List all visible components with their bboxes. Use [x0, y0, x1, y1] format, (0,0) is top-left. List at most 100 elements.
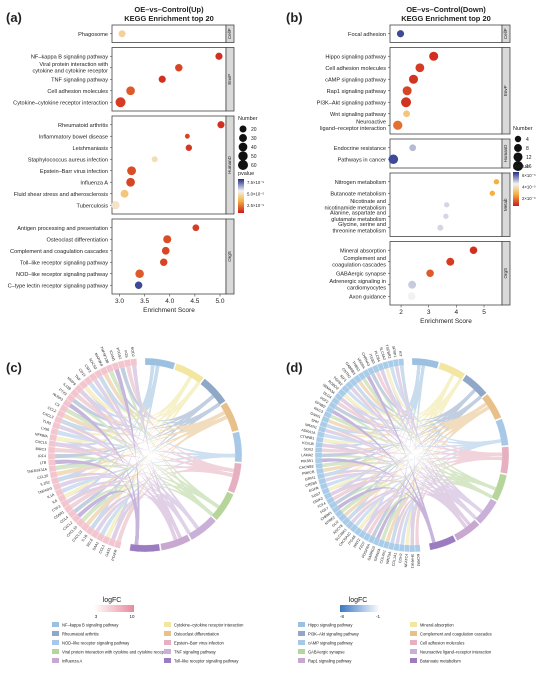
gene-label: GRIN2A — [373, 547, 381, 562]
gene-label: FOS — [123, 350, 128, 359]
gene-label: MMP9 — [66, 376, 76, 386]
gene-label: CXCL3 — [42, 411, 54, 419]
enrichment-dot — [446, 257, 455, 266]
facet-panel — [389, 138, 503, 169]
x-tick-label: 2 — [399, 309, 403, 316]
term-label: Phagosome — [78, 32, 108, 38]
gene-label: IL6ST — [311, 491, 322, 499]
chord-ribbon — [350, 386, 478, 520]
chord-ribbon — [325, 472, 478, 520]
term-label: Fluid shear stress and atherosclerosis — [14, 192, 108, 198]
size-legend-label: 8 — [526, 146, 529, 152]
enrichment-dot — [163, 235, 172, 244]
enrichment-dot — [118, 30, 126, 38]
term-label: ligand–receptor interaction — [320, 126, 386, 132]
term-label: Epstein–Barr virus infection — [40, 169, 108, 175]
legend-label: Cytokine–cytokine receptor interaction — [174, 623, 244, 628]
color-legend-bar — [238, 179, 244, 213]
gene-label: GRIA1 — [305, 475, 316, 481]
enrichment-dot — [115, 97, 126, 108]
chord-legend: logFC 3 10 NF–kappa B signaling pathway Cyto… — [52, 597, 244, 664]
x-tick-label: 5 — [482, 309, 486, 316]
legend-label: NF–kappa B signaling pathway — [62, 623, 119, 628]
term-label: Staphylococcus aureus infection — [28, 157, 108, 163]
chord-legend: logFC -8 -1 Hippo signaling pathway Mineral … — [298, 597, 492, 664]
gene-label: NFKBIA — [35, 432, 49, 438]
chord-ribbon — [81, 483, 220, 522]
enrichment-dot — [175, 64, 183, 72]
gene-label: ADCY8 — [332, 524, 343, 535]
enrichment-dot — [158, 75, 166, 83]
size-legend-dot — [239, 125, 247, 133]
term-label: Influenza A — [80, 180, 108, 186]
gene-sector — [129, 358, 138, 367]
gene-label: NCAM1 — [416, 554, 421, 567]
legend-swatch — [410, 649, 417, 654]
gene-label: IL12B — [62, 382, 72, 392]
chord-ribbon — [354, 383, 471, 526]
pathway-sector — [411, 357, 440, 369]
term-label: C–type lectin receptor signaling pathway — [8, 283, 109, 289]
chord-ribbon — [85, 469, 234, 526]
term-label: Nitrogen metabolism — [335, 180, 387, 186]
chord-ribbon — [335, 477, 493, 505]
facet-panel — [111, 115, 227, 215]
x-tick-label: 4.0 — [165, 298, 174, 305]
chord-ribbon — [354, 365, 421, 416]
legend-label: Complement and coagulation cascades — [420, 632, 492, 637]
enrichment-dot — [135, 269, 144, 279]
pathway-sector — [428, 534, 457, 551]
logfc-title: logFC — [103, 597, 122, 604]
term-label: cardiomyocytes — [347, 285, 386, 291]
term-label: Complement and — [343, 256, 386, 262]
size-legend-label: 4 — [526, 137, 529, 143]
enrichment-dot — [185, 144, 193, 151]
gene-label: NOD2 — [130, 347, 135, 357]
gene-label: WNT5A — [386, 551, 393, 565]
chord-ribbon — [93, 378, 201, 419]
enrichment-dot — [160, 258, 168, 266]
gene-label: EGFR — [309, 486, 320, 493]
gene-label: PLCB4 — [373, 350, 381, 362]
term-label: Nicotinate and — [350, 199, 386, 205]
legend-swatch — [52, 631, 59, 636]
facet-strip — [501, 138, 511, 169]
size-legend-label: 60 — [251, 163, 257, 169]
logfc-bar — [94, 605, 134, 612]
size-legend-label: 30 — [251, 136, 257, 142]
enrichment-dot — [493, 179, 500, 185]
term-label: Wnt signaling pathway — [330, 112, 386, 118]
panel-letter: (d) — [286, 360, 303, 375]
size-legend-label: 50 — [251, 154, 257, 160]
gene-sector — [403, 544, 410, 553]
pathway-sector — [227, 462, 242, 494]
gene-sector — [314, 452, 323, 459]
gene-label: SAA1 — [92, 541, 100, 551]
gene-label: NRXN1 — [305, 423, 318, 430]
gene-label: C3 — [54, 402, 60, 408]
legend-label: Viral protein interaction with cytokine … — [62, 650, 169, 655]
gene-label: C5AR1 — [53, 510, 65, 520]
facet-strip — [225, 115, 235, 215]
term-label: Tuberculosis — [76, 203, 108, 209]
legend-swatch — [52, 640, 59, 645]
enrichment-dot — [127, 166, 136, 176]
chord-ribbon — [63, 413, 228, 436]
legend-label: Osteoclast differentiation — [174, 632, 220, 637]
logfc-tick: 3 — [95, 614, 98, 619]
facet-label: EnvP — [503, 85, 508, 96]
size-legend-dot — [238, 160, 248, 170]
color-legend-bar — [513, 172, 519, 206]
enrichment-dot — [396, 30, 405, 38]
pathway-sector — [495, 418, 509, 447]
gene-label: CTNNB1 — [300, 434, 315, 440]
chord-ribbon — [84, 385, 199, 530]
facet-panel — [389, 241, 503, 306]
term-label: Hippo signaling pathway — [325, 54, 386, 60]
legend-swatch — [410, 658, 417, 663]
gene-label: TCF4 — [317, 501, 327, 509]
facet-label: OrgS — [503, 268, 508, 279]
color-legend-label: 6×10⁻³ — [522, 173, 536, 178]
gene-label: CXCL5 — [35, 440, 47, 445]
gene-label: PTGS2 — [115, 347, 122, 359]
